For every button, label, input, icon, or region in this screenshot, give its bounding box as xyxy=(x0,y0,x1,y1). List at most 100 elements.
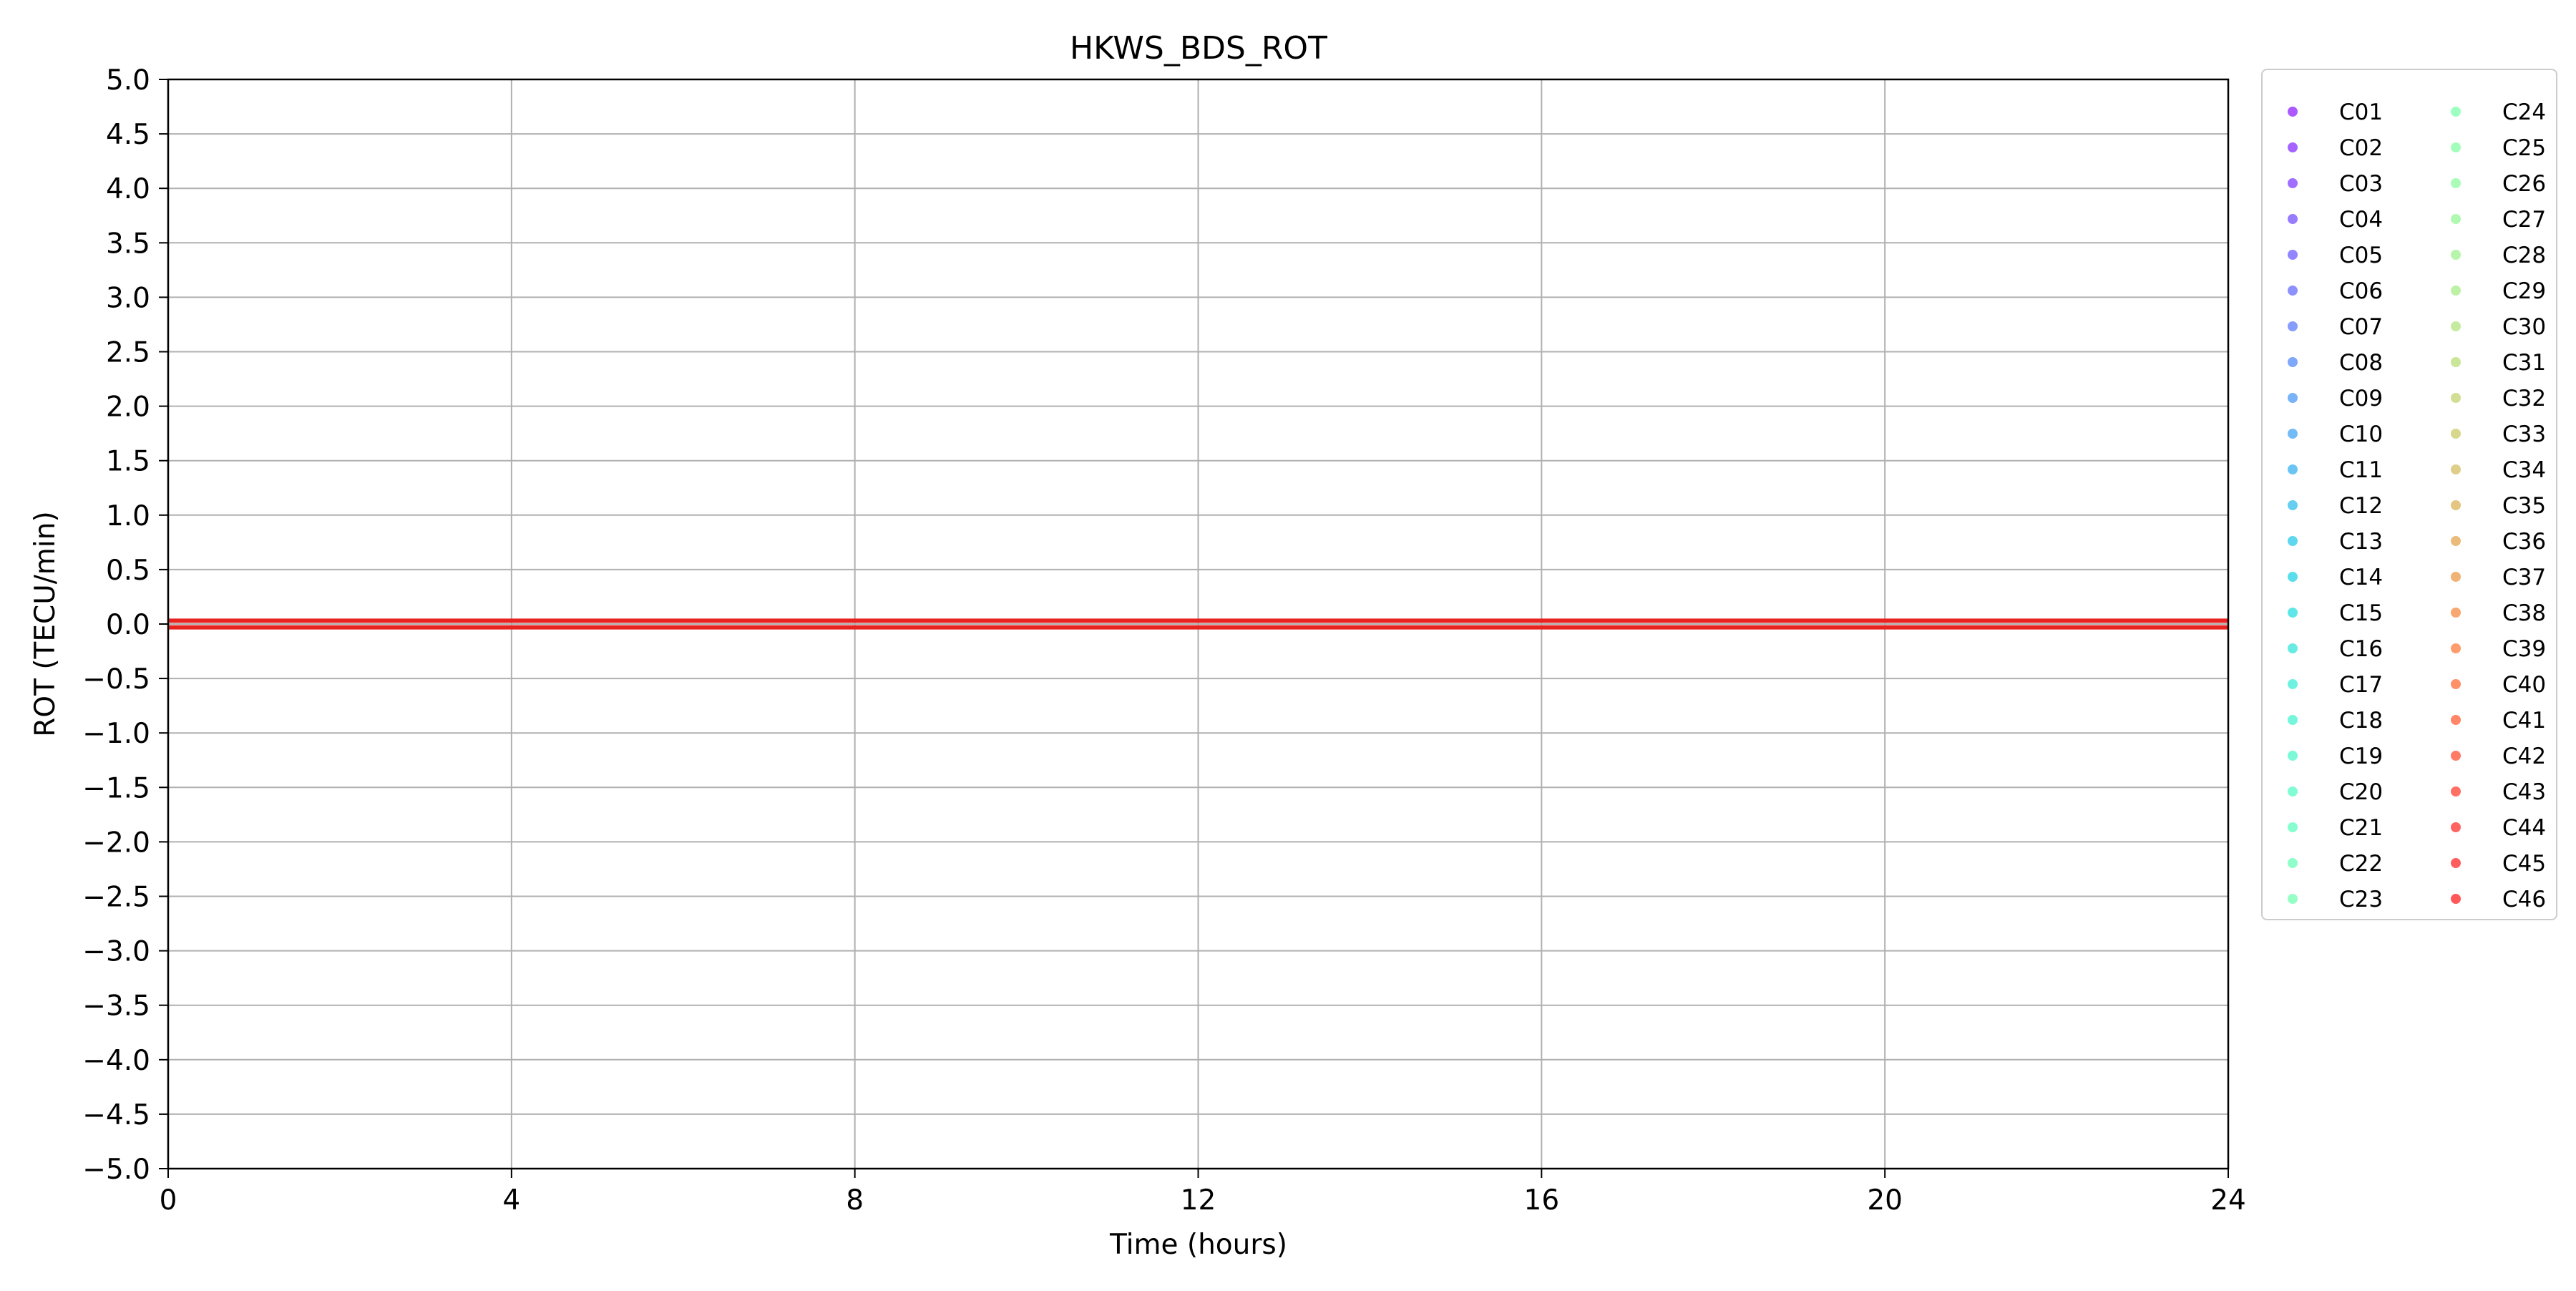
legend-label: C43 xyxy=(2502,779,2546,805)
legend-marker xyxy=(2288,858,2298,868)
chart-title: HKWS_BDS_ROT xyxy=(1070,30,1327,67)
legend-marker xyxy=(2451,464,2461,474)
legend-marker xyxy=(2288,572,2298,582)
legend-marker xyxy=(2451,572,2461,582)
legend-marker xyxy=(2288,357,2298,367)
legend-label: C31 xyxy=(2502,350,2546,376)
legend-marker xyxy=(2451,429,2461,439)
y-tick-label: 2.0 xyxy=(106,391,150,424)
legend-item: C20 xyxy=(2288,779,2383,805)
legend-item: C44 xyxy=(2451,815,2546,841)
legend-item: C27 xyxy=(2451,207,2546,233)
legend-label: C12 xyxy=(2339,493,2383,519)
legend-marker xyxy=(2288,464,2298,474)
y-tick-label: −1.5 xyxy=(82,772,150,804)
y-tick-label: −4.0 xyxy=(82,1045,150,1077)
legend-label: C15 xyxy=(2339,600,2383,626)
legend-marker xyxy=(2451,751,2461,761)
y-tick-label: −3.5 xyxy=(82,990,150,1023)
x-tick-label: 20 xyxy=(1867,1184,1903,1217)
legend-marker xyxy=(2451,393,2461,403)
legend-item: C46 xyxy=(2451,887,2546,912)
legend-label: C20 xyxy=(2339,779,2383,805)
y-tick-label: −4.5 xyxy=(82,1099,150,1131)
legend-label: C42 xyxy=(2502,744,2546,769)
y-tick-label: −5.0 xyxy=(82,1154,150,1186)
legend-label: C04 xyxy=(2339,207,2383,233)
legend-marker xyxy=(2451,786,2461,796)
legend-item: C01 xyxy=(2288,99,2383,125)
legend-item: C38 xyxy=(2451,600,2546,626)
legend-label: C19 xyxy=(2339,744,2383,769)
legend-marker xyxy=(2288,393,2298,403)
legend-item: C12 xyxy=(2288,493,2383,519)
y-tick-label: 0.5 xyxy=(106,555,150,587)
legend-marker xyxy=(2288,679,2298,689)
legend-label: C40 xyxy=(2502,672,2546,698)
legend-label: C44 xyxy=(2502,815,2546,841)
legend-marker xyxy=(2288,608,2298,618)
legend-marker xyxy=(2451,357,2461,367)
legend-label: C11 xyxy=(2339,457,2383,483)
legend-label: C41 xyxy=(2502,708,2546,734)
legend-marker xyxy=(2288,536,2298,546)
legend-marker xyxy=(2288,500,2298,510)
legend-item: C37 xyxy=(2451,565,2546,590)
x-tick-label: 16 xyxy=(1524,1184,1560,1217)
y-tick-label: −3.0 xyxy=(82,936,150,968)
y-tick-label: 4.5 xyxy=(106,119,150,151)
legend-label: C23 xyxy=(2339,887,2383,912)
legend-marker xyxy=(2288,715,2298,725)
legend-label: C46 xyxy=(2502,887,2546,912)
reference-lines xyxy=(168,618,2228,630)
legend-label: C39 xyxy=(2502,636,2546,662)
legend-item: C02 xyxy=(2288,135,2383,161)
legend-item: C25 xyxy=(2451,135,2546,161)
y-tick-label: 5.0 xyxy=(106,64,150,97)
legend-label: C38 xyxy=(2502,600,2546,626)
legend-label: C36 xyxy=(2502,529,2546,555)
x-tick-label: 0 xyxy=(160,1184,177,1217)
legend-item: C42 xyxy=(2451,744,2546,769)
legend-marker xyxy=(2288,107,2298,117)
legend-item: C17 xyxy=(2288,672,2383,698)
legend-item: C08 xyxy=(2288,350,2383,376)
legend-item: C03 xyxy=(2288,171,2383,197)
y-axis-ticks: 5.0 4.5 4.0 3.5 3.0 2.5 2.0 1.5 1.0 0.5 0.0 −0.5 −1.… xyxy=(82,64,168,1186)
legend-label: C29 xyxy=(2502,278,2546,304)
legend-item: C32 xyxy=(2451,386,2546,411)
legend-label: C03 xyxy=(2339,171,2383,197)
legend-marker xyxy=(2451,822,2461,832)
legend-item: C36 xyxy=(2451,529,2546,555)
legend-label: C25 xyxy=(2502,135,2546,161)
y-tick-label: −1.0 xyxy=(82,718,150,750)
legend: C01 C02 C03 C04 C05 C06 C07 C08 C09 C10 C11 C12 C13 C… xyxy=(2261,69,2557,920)
legend-marker xyxy=(2451,894,2461,904)
y-tick-label: 3.0 xyxy=(106,282,150,314)
y-tick-label: −2.5 xyxy=(82,882,150,914)
legend-label: C18 xyxy=(2339,708,2383,734)
legend-item: C22 xyxy=(2288,851,2383,877)
legend-item: C40 xyxy=(2451,672,2546,698)
y-tick-label: 1.5 xyxy=(106,446,150,478)
x-tick-label: 12 xyxy=(1181,1184,1216,1217)
legend-label: C07 xyxy=(2339,314,2383,340)
legend-item: C33 xyxy=(2451,422,2546,447)
legend-item: C04 xyxy=(2288,207,2383,233)
legend-marker xyxy=(2288,751,2298,761)
legend-marker xyxy=(2288,286,2298,296)
legend-item: C15 xyxy=(2288,600,2383,626)
legend-box xyxy=(2261,69,2557,920)
y-tick-label: 2.5 xyxy=(106,337,150,369)
legend-item: C07 xyxy=(2288,314,2383,340)
legend-label: C10 xyxy=(2339,422,2383,447)
x-axis-label: Time (hours) xyxy=(1109,1229,1287,1261)
legend-marker xyxy=(2288,429,2298,439)
legend-item: C41 xyxy=(2451,708,2546,734)
y-tick-label: 1.0 xyxy=(106,500,150,532)
legend-item: C16 xyxy=(2288,636,2383,662)
legend-item: C35 xyxy=(2451,493,2546,519)
y-tick-label: −2.0 xyxy=(82,827,150,859)
